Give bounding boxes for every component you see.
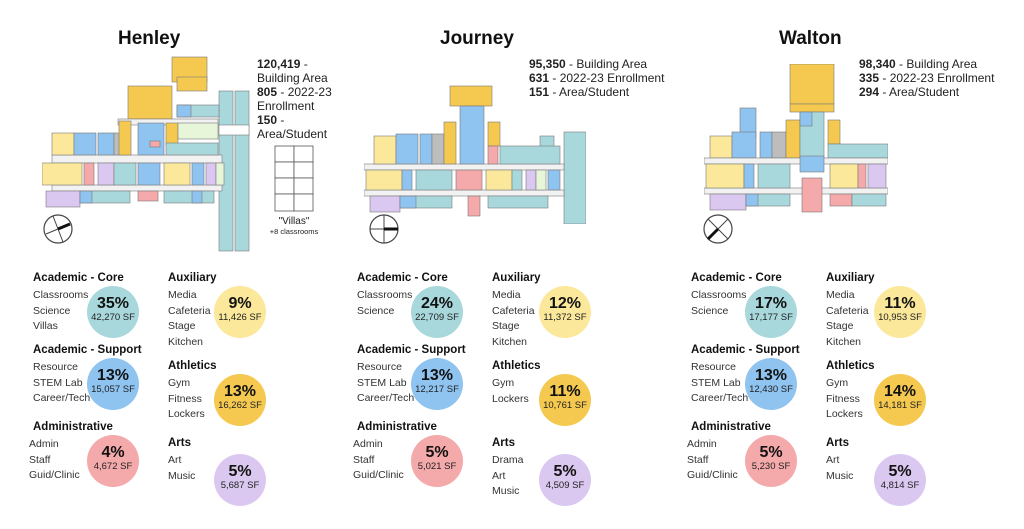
area-per-student-stat: 151 - Area/Student [529,85,630,99]
enrollment-stat: 335 - 2022-23 Enrollment [859,71,995,85]
area-per-student-stat: 150 - Area/Student [257,113,328,141]
category-items: Gym Fitness Lockers [168,377,205,420]
enrollment-stat: 631 - 2022-23 Enrollment [529,71,665,85]
category-items: Classrooms Science Villas [33,289,89,332]
enrollment-stat: 805 - 2022-23 Enrollment [257,85,332,113]
area-per-student-stat: 294 - Area/Student [859,85,960,99]
school-stats: 95,350 - Building Area 631 - 2022-23 Enr… [529,57,664,99]
percent-circle: 12% 11,372 SF [539,286,591,338]
percent-circle: 11% 10,761 SF [539,374,591,426]
villas-diagram [274,145,314,212]
floor-plan [364,85,586,224]
category-items: Gym Fitness Lockers [826,377,863,420]
category-items: Media Cafeteria Stage Kitchen [492,289,535,348]
percent-circle: 35% 42,270 SF [87,286,139,338]
north-arrow-icon [703,214,733,244]
category-items: Classrooms Science [357,289,413,317]
school-walton: Walton 98,340 - Building Area 335 - 2022… [680,0,1024,529]
percent-circle: 13% 12,217 SF [411,358,463,410]
building-area-stat: 98,340 - Building Area [859,57,978,71]
category-items: Gym Lockers [492,377,529,405]
percent-circle: 5% 5,687 SF [214,454,266,506]
percent-circle: 24% 22,709 SF [411,286,463,338]
category-items: Classrooms Science [691,289,747,317]
building-area-stat: 95,350 - Building Area [529,57,648,71]
percent-circle: 5% 5,021 SF [411,435,463,487]
percent-circle: 4% 4,672 SF [87,435,139,487]
school-title: Journey [440,28,514,49]
percent-circle: 5% 4,509 SF [539,454,591,506]
category-items: Admin Staff Guid/Clinic [687,438,738,481]
percent-circle: 5% 5,230 SF [745,435,797,487]
category-items: Admin Staff Guid/Clinic [353,438,404,481]
category-items: Media Cafeteria Stage Kitchen [826,289,869,348]
percent-circle: 9% 11,426 SF [214,286,266,338]
category-items: Resource STEM Lab Career/Tech [357,361,415,404]
floor-plan [42,56,250,252]
school-henley: Henley 120,419 - Building Area 805 - 202… [0,0,340,529]
percent-circle: 5% 4,814 SF [874,454,926,506]
school-stats: 120,419 - Building Area 805 - 2022-23 En… [257,57,340,141]
percent-circle: 14% 14,181 SF [874,374,926,426]
percent-circle: 13% 12,430 SF [745,358,797,410]
category-items: Resource STEM Lab Career/Tech [33,361,91,404]
north-arrow-icon [369,214,399,244]
category-items: Drama Art Music [492,454,524,497]
percent-circle: 13% 15,057 SF [87,358,139,410]
villas-label: "Villas" +8 classrooms [269,216,319,236]
school-stats: 98,340 - Building Area 335 - 2022-23 Enr… [859,57,994,99]
category-items: Art Music [826,454,854,482]
category-items: Admin Staff Guid/Clinic [29,438,80,481]
school-title: Walton [779,28,842,49]
school-title: Henley [118,28,181,49]
category-items: Art Music [168,454,196,482]
school-journey: Journey 95,350 - Building Area 631 - 202… [340,0,680,529]
percent-circle: 17% 17,177 SF [745,286,797,338]
percent-circle: 13% 16,262 SF [214,374,266,426]
building-area-stat: 120,419 - Building Area [257,57,328,85]
north-arrow-icon [43,214,73,244]
category-items: Resource STEM Lab Career/Tech [691,361,749,404]
floor-plan [704,64,888,213]
percent-circle: 11% 10,953 SF [874,286,926,338]
category-items: Media Cafeteria Stage Kitchen [168,289,211,348]
